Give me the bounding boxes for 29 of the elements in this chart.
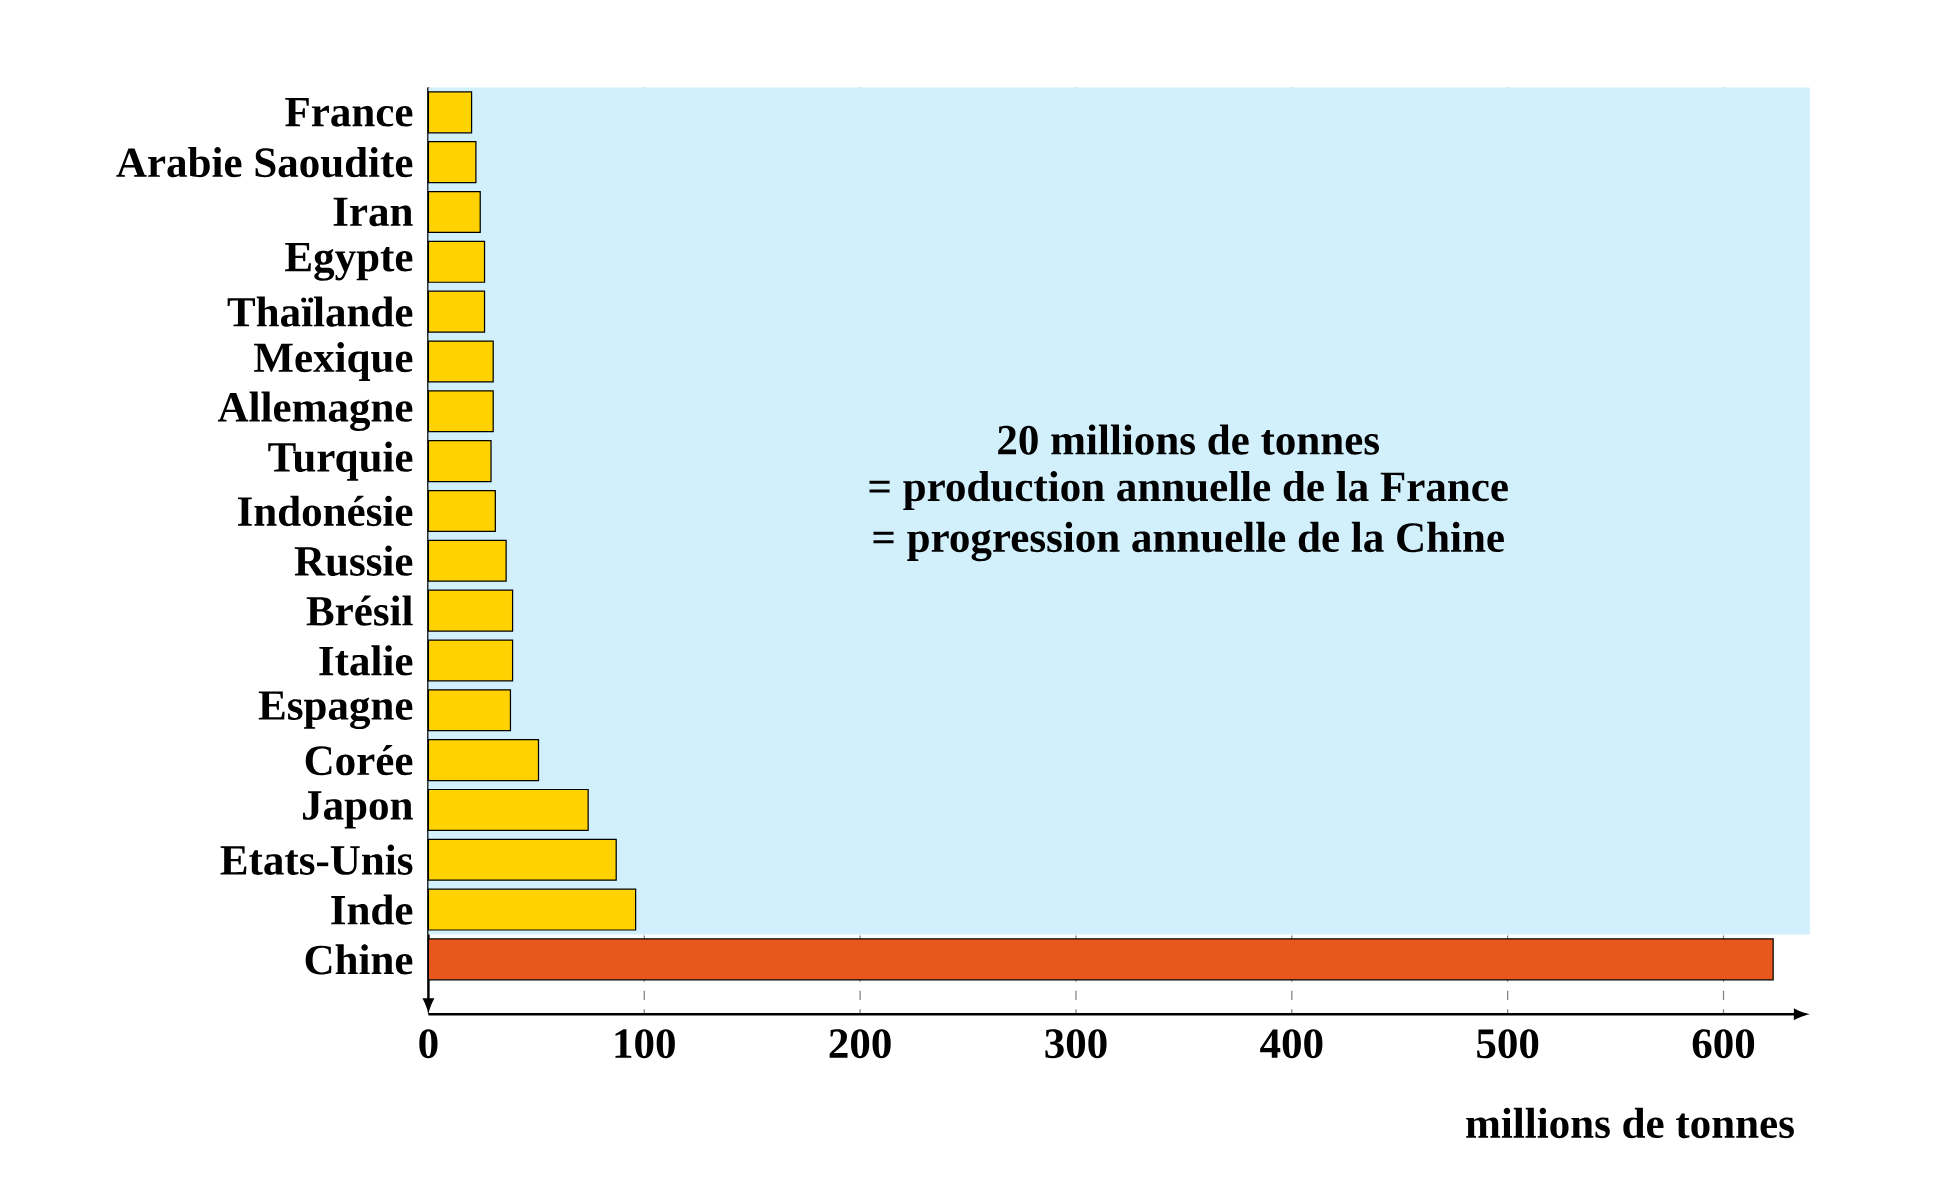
x-axis-title: millions de tonnes: [1466, 1107, 1794, 1139]
y-tick-label: Thaïlande: [227, 296, 413, 327]
y-tick-label: Egypte: [285, 242, 413, 281]
y-tick-label: Italie: [319, 645, 413, 676]
y-tick-label: France: [285, 97, 413, 127]
x-tick-label: 100: [615, 1029, 675, 1059]
y-tick-label: Brésil: [306, 595, 413, 626]
x-tick-label: 200: [829, 1029, 891, 1059]
y-tick-label: Russie: [294, 545, 413, 576]
x-tick-label: 500: [1477, 1029, 1539, 1059]
y-tick-label: Espagne: [258, 691, 413, 730]
y-tick-label: Japon: [303, 791, 413, 829]
y-tick-label: Etats-Unis: [220, 844, 413, 875]
x-tick-label: 300: [1045, 1029, 1107, 1059]
y-tick-label: Inde: [331, 894, 413, 925]
x-tick-label: 0: [419, 1029, 438, 1059]
y-tick-label: Corée: [305, 744, 413, 776]
annotation: = production annuelle de la France: [869, 471, 1508, 511]
annotation: = progression annuelle de la Chine: [873, 521, 1504, 562]
x-tick-label: 400: [1260, 1029, 1323, 1059]
annotation: 20 millions de tonnes: [998, 424, 1380, 455]
y-tick-label: Indonésie: [238, 495, 413, 527]
x-tick-label: 600: [1692, 1029, 1755, 1059]
y-tick-label: Allemagne: [217, 391, 413, 431]
y-tick-label: Mexique: [254, 341, 413, 381]
y-tick-label: Turquie: [268, 441, 413, 481]
y-tick-label: Chine: [305, 944, 413, 975]
y-tick-label: Arabie Saoudite: [116, 146, 413, 178]
y-tick-label: Iran: [333, 197, 413, 227]
